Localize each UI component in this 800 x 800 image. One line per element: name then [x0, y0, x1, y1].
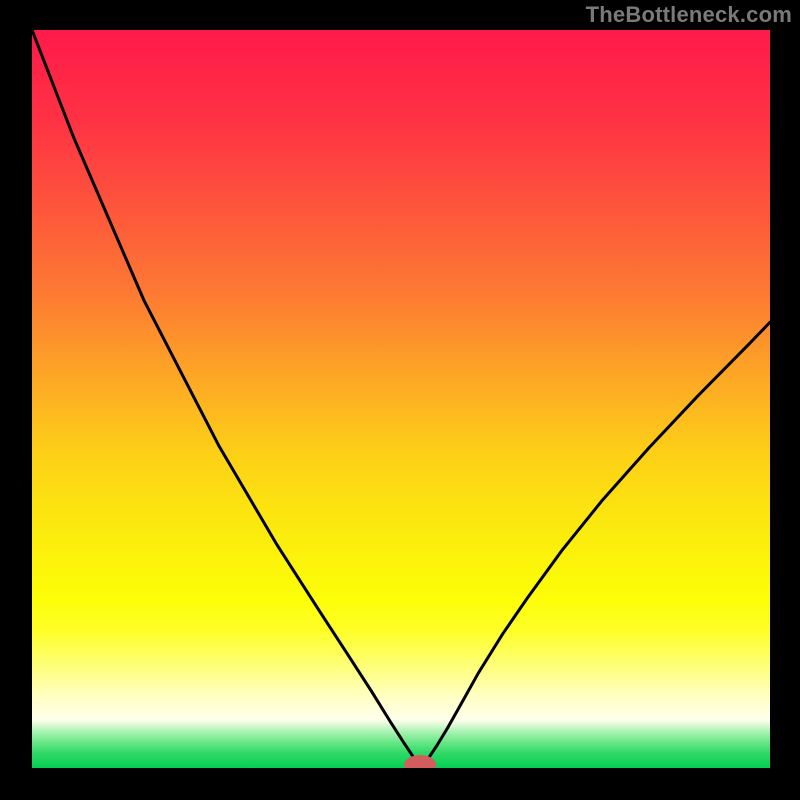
plot-area [32, 30, 770, 768]
watermark: TheBottleneck.com [586, 2, 792, 28]
image-root: TheBottleneck.com [0, 0, 800, 800]
chart-svg [32, 30, 770, 768]
chart-background [32, 30, 770, 768]
